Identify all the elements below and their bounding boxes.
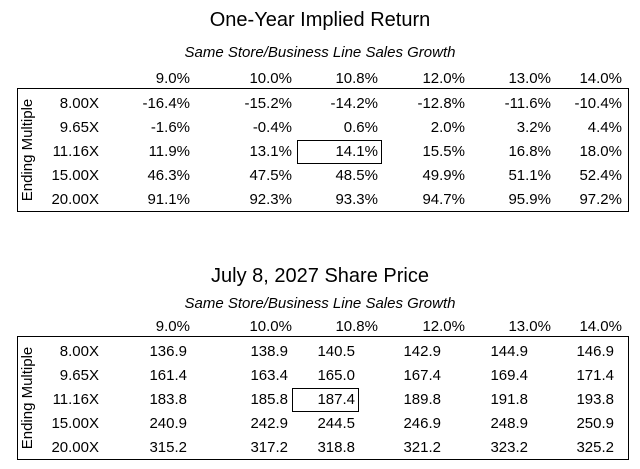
table-cell: -1.6%: [150, 119, 190, 136]
row-label: 9.65X: [59, 367, 99, 384]
base-case-highlight: [292, 388, 359, 412]
table-cell: 318.8: [317, 439, 355, 456]
table-cell: -0.4%: [252, 119, 292, 136]
row-label: 11.16X: [52, 391, 99, 408]
table-cell: 0.6%: [343, 119, 378, 136]
table-cell: 93.3%: [335, 191, 378, 208]
table-cell: 144.9: [490, 343, 528, 360]
column-header: 14.0%: [579, 70, 622, 87]
row-label: 15.00X: [51, 167, 99, 184]
table-cell: 15.5%: [422, 143, 465, 160]
table-cell: 250.9: [576, 415, 614, 432]
row-label: 11.16X: [52, 143, 99, 160]
column-header: 12.0%: [422, 318, 465, 335]
table-cell: 92.3%: [249, 191, 292, 208]
table-cell: 48.5%: [335, 167, 378, 184]
table-cell: 185.8: [250, 391, 288, 408]
table-cell: -12.8%: [417, 95, 465, 112]
table-cell: -14.2%: [330, 95, 378, 112]
table-cell: 189.8: [403, 391, 441, 408]
row-label: 20.00X: [51, 191, 99, 208]
table-title: One-Year Implied Return: [209, 9, 431, 31]
table-cell: -10.4%: [574, 95, 622, 112]
table-cell: -16.4%: [142, 95, 190, 112]
table-title: July 8, 2027 Share Price: [211, 265, 429, 287]
table-border: [17, 88, 629, 212]
table-cell: -11.6%: [504, 95, 551, 112]
table-cell: 323.2: [490, 439, 528, 456]
implied-return-table: One-Year Implied Return Same Store/Busin…: [0, 0, 640, 230]
column-header: 14.0%: [579, 318, 622, 335]
table-cell: 2.0%: [430, 119, 465, 136]
table-cell: 97.2%: [579, 191, 622, 208]
table-border: [17, 336, 629, 460]
column-header: 10.8%: [335, 318, 378, 335]
table-cell: 16.8%: [508, 143, 551, 160]
table-cell: 46.3%: [147, 167, 190, 184]
table-cell: -15.2%: [244, 95, 292, 112]
table-cell: 167.4: [403, 367, 441, 384]
table-cell: 49.9%: [422, 167, 465, 184]
column-header: 13.0%: [508, 318, 551, 335]
column-header: 10.0%: [249, 318, 292, 335]
row-label: 8.00X: [59, 343, 99, 360]
table-cell: 163.4: [250, 367, 288, 384]
table-cell: 136.9: [149, 343, 187, 360]
row-label: 20.00X: [51, 439, 99, 456]
table-cell: 11.9%: [148, 143, 190, 160]
table-cell: 317.2: [250, 439, 288, 456]
table-cell: 161.4: [149, 367, 187, 384]
table-subtitle: Same Store/Business Line Sales Growth: [184, 44, 456, 61]
table-cell: 165.0: [317, 367, 355, 384]
table-cell: 146.9: [576, 343, 614, 360]
column-header: 9.0%: [155, 70, 190, 87]
table-cell: 95.9%: [508, 191, 551, 208]
table-cell: 18.0%: [579, 143, 622, 160]
row-label: 8.00X: [59, 95, 99, 112]
table-cell: 4.4%: [587, 119, 622, 136]
table-cell: 242.9: [250, 415, 288, 432]
column-header: 9.0%: [155, 318, 190, 335]
column-header: 10.0%: [249, 70, 292, 87]
table-cell: 169.4: [490, 367, 528, 384]
table-cell: 140.5: [317, 343, 355, 360]
table-cell: 171.4: [576, 367, 614, 384]
table-cell: 52.4%: [579, 167, 622, 184]
table-cell: 193.8: [576, 391, 614, 408]
table-cell: 315.2: [149, 439, 187, 456]
table-cell: 3.2%: [516, 119, 551, 136]
table-cell: 191.8: [490, 391, 528, 408]
column-header: 10.8%: [335, 70, 378, 87]
table-cell: 142.9: [403, 343, 441, 360]
table-cell: 183.8: [149, 391, 187, 408]
table-cell: 138.9: [250, 343, 288, 360]
table-cell: 94.7%: [422, 191, 465, 208]
table-cell: 91.1%: [147, 191, 190, 208]
table-subtitle: Same Store/Business Line Sales Growth: [184, 295, 456, 312]
table-cell: 51.1%: [508, 167, 551, 184]
table-cell: 187.4: [317, 391, 355, 408]
table-cell: 244.5: [317, 415, 355, 432]
table-cell: 47.5%: [249, 167, 292, 184]
table-cell: 240.9: [149, 415, 187, 432]
table-cell: 13.1%: [249, 143, 292, 160]
table-cell: 321.2: [403, 439, 441, 456]
column-header: 13.0%: [508, 70, 551, 87]
row-label: 15.00X: [51, 415, 99, 432]
column-header: 12.0%: [422, 70, 465, 87]
table-cell: 248.9: [490, 415, 528, 432]
base-case-highlight: [297, 140, 382, 164]
table-cell: 246.9: [403, 415, 441, 432]
table-cell: 14.1%: [335, 143, 378, 160]
table-cell: 325.2: [576, 439, 614, 456]
row-label: 9.65X: [59, 119, 99, 136]
